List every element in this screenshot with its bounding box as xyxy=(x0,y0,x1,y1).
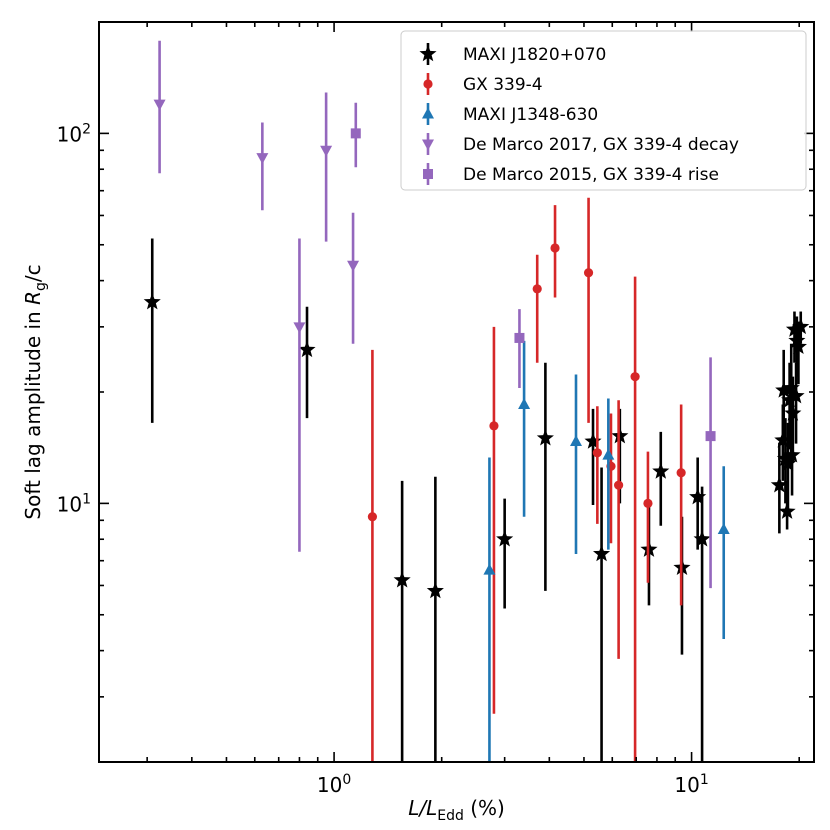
data-point xyxy=(788,331,806,349)
data-point xyxy=(496,530,514,547)
x-tick-label: 101 xyxy=(674,772,708,797)
data-point xyxy=(350,128,361,139)
legend-marker xyxy=(422,139,434,151)
data-point xyxy=(717,522,730,534)
legend-marker xyxy=(422,107,434,119)
axes-layer: 100 101 101 102 L/LEdd (%) Soft lag amplitude… xyxy=(21,21,814,824)
data-point xyxy=(782,379,800,396)
data-point xyxy=(770,476,788,493)
data-point xyxy=(570,434,583,446)
series-4 xyxy=(350,102,716,589)
data-layer xyxy=(143,40,810,762)
data-point xyxy=(785,320,804,337)
data-point xyxy=(593,544,611,562)
data-point xyxy=(256,153,269,165)
data-point xyxy=(426,581,444,599)
data-point xyxy=(705,431,716,442)
y-tick-label: 102 xyxy=(57,121,91,146)
x-axis-title: L/LEdd (%) xyxy=(408,796,505,824)
legend-label: MAXI J1348-630 xyxy=(463,105,598,125)
data-point xyxy=(143,293,161,310)
data-point xyxy=(532,284,542,294)
data-point xyxy=(489,421,499,431)
legend-marker xyxy=(419,45,437,62)
data-point xyxy=(784,404,802,421)
data-point xyxy=(792,317,810,335)
data-point xyxy=(298,340,316,358)
data-point xyxy=(518,398,531,410)
x-tick-label: 100 xyxy=(317,772,351,797)
data-point xyxy=(347,260,360,272)
data-point xyxy=(789,337,807,355)
data-point xyxy=(393,571,411,588)
data-point xyxy=(776,449,794,467)
data-point xyxy=(778,502,796,519)
data-point xyxy=(583,268,594,278)
data-point xyxy=(367,512,378,522)
legend-marker xyxy=(423,169,433,179)
y-axis-title: Soft lag amplitude in Rg/c xyxy=(21,264,49,519)
data-point xyxy=(774,431,792,448)
data-point xyxy=(783,446,801,463)
data-point xyxy=(630,372,640,382)
data-point xyxy=(602,448,615,460)
series-2 xyxy=(483,340,730,762)
data-point xyxy=(787,387,805,404)
data-point xyxy=(693,530,711,547)
data-point xyxy=(779,454,797,471)
legend-marker xyxy=(423,79,433,89)
legend: MAXI J1820+070 GX 339-4 MAXI J1348-630 De M… xyxy=(400,30,807,191)
data-point xyxy=(781,391,799,408)
series-3 xyxy=(153,40,360,552)
data-point xyxy=(643,498,653,508)
data-point xyxy=(514,332,525,343)
legend-label: De Marco 2015, GX 339-4 rise xyxy=(463,165,719,185)
series-1 xyxy=(367,197,686,762)
data-point xyxy=(550,243,560,253)
legend-label: MAXI J1820+070 xyxy=(463,45,606,65)
data-point xyxy=(652,462,670,479)
legend-label: De Marco 2017, GX 339-4 decay xyxy=(463,135,739,155)
data-point xyxy=(676,468,686,478)
data-point xyxy=(320,145,333,157)
data-point xyxy=(775,381,793,398)
data-point xyxy=(592,448,602,458)
y-tick-label: 101 xyxy=(57,491,91,516)
legend-box xyxy=(400,30,807,191)
data-point xyxy=(614,480,624,490)
data-point xyxy=(483,563,496,575)
data-point xyxy=(293,322,306,334)
data-point xyxy=(689,488,707,505)
data-point xyxy=(153,99,166,111)
data-point xyxy=(584,432,602,449)
data-point xyxy=(536,429,554,446)
legend-label: GX 339-4 xyxy=(463,75,543,95)
